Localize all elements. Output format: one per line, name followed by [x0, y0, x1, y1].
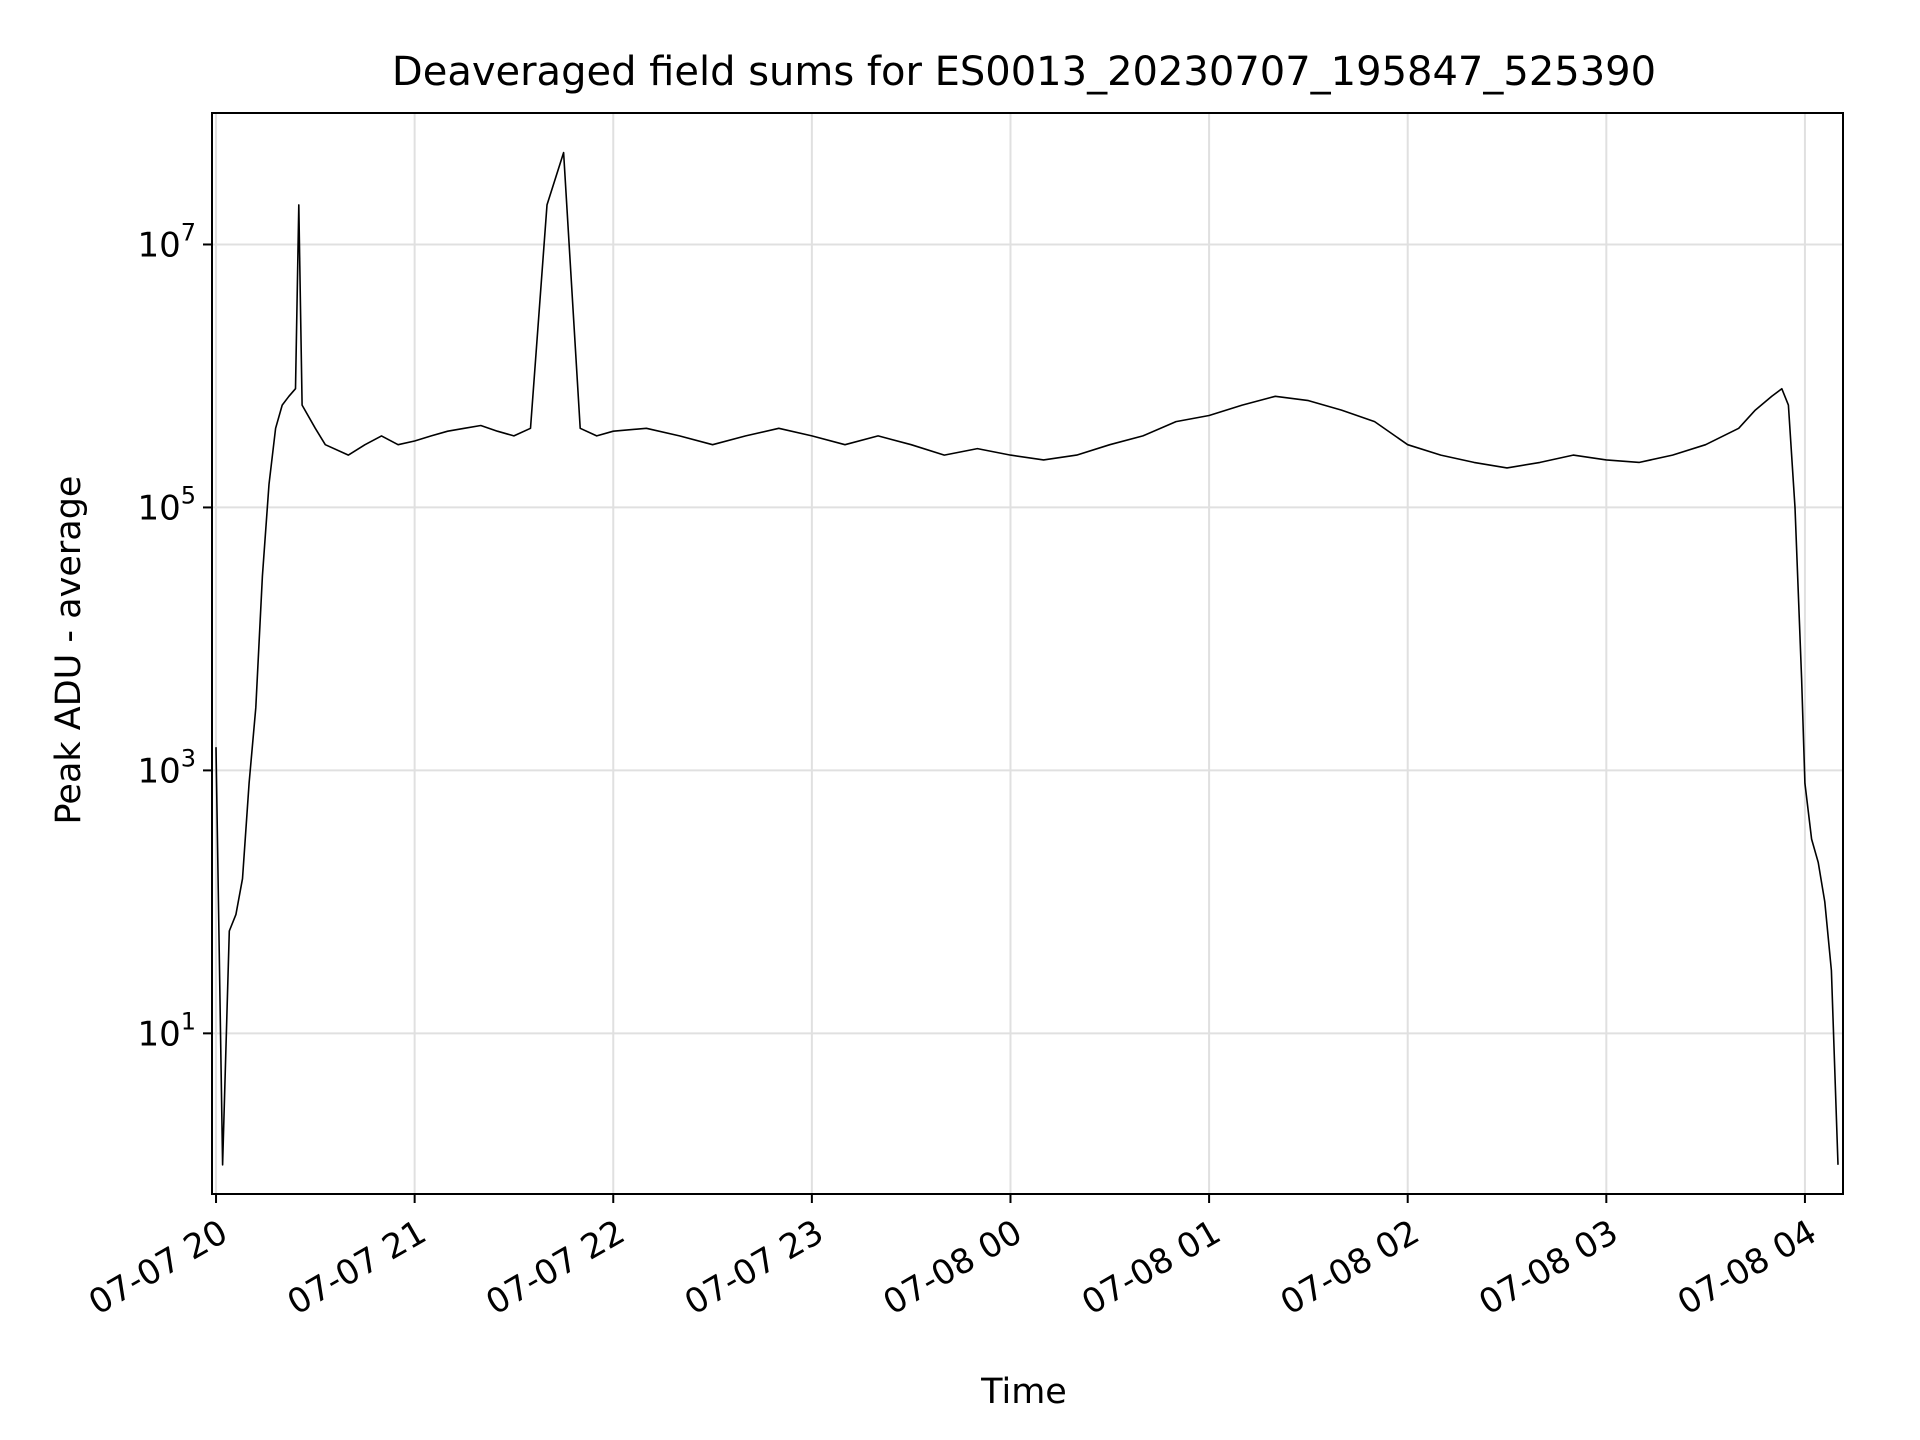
x-axis-label: Time: [980, 1372, 1067, 1412]
chart-title: Deaveraged field sums for ES0013_2023070…: [392, 49, 1656, 95]
grid: [212, 113, 1843, 1194]
y-tick-base: 10: [137, 225, 180, 265]
y-tick-label: 105: [137, 481, 196, 528]
series-layer: [215, 151, 1839, 1166]
y-tick-base: 10: [137, 751, 180, 791]
y-tick-exponent: 3: [181, 744, 196, 772]
y-tick-label: 103: [137, 744, 196, 791]
y-tick-base: 10: [137, 1014, 180, 1054]
series-line-0: [215, 151, 1839, 1166]
y-tick-base: 10: [137, 488, 180, 528]
y-tick-exponent: 5: [181, 481, 196, 509]
plot-frame: [211, 112, 1844, 1195]
y-axis-label: Peak ADU - average: [49, 476, 89, 825]
y-tick-exponent: 1: [181, 1007, 196, 1035]
y-tick-exponent: 7: [181, 218, 196, 246]
y-tick-label: 107: [137, 218, 196, 265]
y-tick-label: 101: [137, 1007, 196, 1054]
